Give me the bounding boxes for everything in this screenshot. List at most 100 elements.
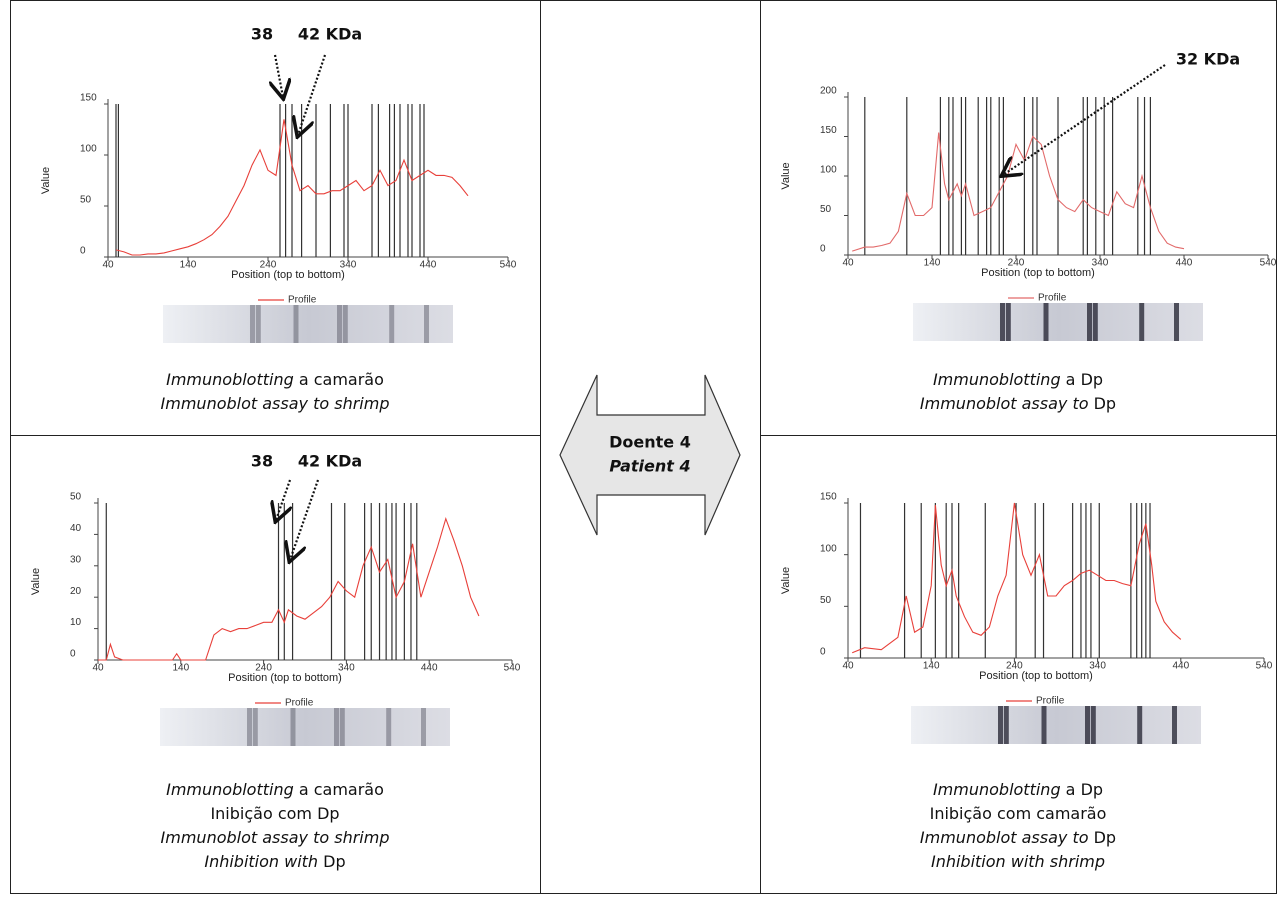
x-axis-label: Position (top to bottom): [228, 672, 342, 684]
y-tick-label: 0: [80, 246, 86, 257]
blot-band: [998, 706, 1003, 744]
annotation: 42 KDa: [298, 452, 362, 471]
legend-label: Profile: [1038, 293, 1067, 304]
annotation: 32 KDa: [1176, 50, 1240, 69]
blot-strip: [160, 708, 450, 746]
x-tick-label: 140: [923, 661, 940, 672]
y-tick-label: 50: [820, 595, 832, 606]
y-tick-label: 150: [820, 125, 837, 136]
blot-band: [1093, 303, 1098, 341]
legend-label: Profile: [285, 698, 314, 709]
blot-band: [253, 708, 258, 746]
caption-run: Immunoblotting: [166, 370, 294, 389]
blot-band: [1042, 706, 1047, 744]
annotation-arrow: [275, 55, 283, 97]
caption-run: Immunoblot assay to shrimp: [161, 828, 390, 847]
y-tick-label: 10: [70, 617, 82, 628]
caption-run: Inibição com Dp: [210, 804, 339, 823]
blot-band: [1087, 303, 1092, 341]
x-tick-label: 140: [180, 260, 197, 271]
x-tick-label: 140: [924, 258, 941, 269]
annotation-arrow: [1003, 65, 1165, 175]
caption-run: a Dp: [1061, 780, 1103, 799]
x-tick-label: 540: [1260, 258, 1277, 269]
y-tick-label: 40: [70, 523, 82, 534]
blot-strip: [163, 305, 453, 343]
caption-run: Immunoblot assay to: [920, 828, 1089, 847]
caption-run: Immunoblotting: [166, 780, 294, 799]
caption-run: Immunoblotting: [933, 370, 1061, 389]
double-arrow: [560, 375, 740, 535]
profile-line: [98, 519, 479, 660]
blot-band: [1091, 706, 1096, 744]
y-tick-label: 0: [820, 244, 826, 255]
caption-line: Immunoblotting a camarão: [166, 780, 384, 799]
blot-band: [294, 305, 299, 343]
center-label: Patient 4: [609, 457, 690, 476]
caption-line: Immunoblotting a Dp: [933, 370, 1103, 389]
blot-strip: [911, 706, 1201, 744]
y-axis-label: Value: [30, 568, 42, 595]
caption-line: Immunoblotting a camarão: [166, 370, 384, 389]
caption-run: Inibição com camarão: [930, 804, 1107, 823]
y-tick-label: 0: [70, 649, 76, 660]
blot-band: [1139, 303, 1144, 341]
caption-line: Inhibition with shrimp: [931, 852, 1105, 871]
y-tick-label: 100: [820, 543, 837, 554]
blot-band: [1044, 303, 1049, 341]
blot-band: [1000, 303, 1005, 341]
legend-label: Profile: [1036, 696, 1065, 707]
x-tick-label: 40: [92, 663, 104, 674]
caption-run: Immunoblotting: [933, 780, 1061, 799]
y-tick-label: 150: [820, 492, 837, 503]
x-axis-label: Position (top to bottom): [231, 269, 345, 281]
annotation-arrow: [290, 480, 318, 560]
y-tick-label: 100: [80, 144, 97, 155]
x-tick-label: 40: [842, 661, 854, 672]
x-axis-label: Position (top to bottom): [981, 267, 1095, 279]
x-tick-label: 440: [1172, 661, 1189, 672]
y-axis-label: Value: [40, 167, 52, 194]
blot-band: [250, 305, 255, 343]
y-tick-label: 100: [820, 165, 837, 176]
y-tick-label: 20: [70, 586, 82, 597]
x-tick-label: 440: [421, 663, 438, 674]
y-tick-label: 150: [80, 93, 97, 104]
caption-run: a camarão: [294, 780, 384, 799]
caption-line: Inhibition with Dp: [204, 852, 345, 871]
blot-band: [1006, 303, 1011, 341]
caption-run: Dp: [318, 852, 346, 871]
y-tick-label: 200: [820, 86, 837, 97]
x-axis-label: Position (top to bottom): [979, 670, 1093, 682]
blot-band: [1004, 706, 1009, 744]
blot-band: [247, 708, 252, 746]
x-tick-label: 540: [1256, 661, 1273, 672]
page: {"center":{"line1":"Doente 4","line2":"P…: [0, 0, 1277, 898]
blot-band: [291, 708, 296, 746]
x-tick-label: 440: [1176, 258, 1193, 269]
blot-band: [1174, 303, 1179, 341]
y-tick-label: 30: [70, 554, 82, 565]
caption-line: Inibição com camarão: [930, 804, 1107, 823]
x-tick-label: 40: [102, 260, 114, 271]
blot-band: [337, 305, 342, 343]
profile-line: [852, 133, 1184, 252]
center-label: Doente 4: [609, 433, 691, 452]
caption-run: a Dp: [1061, 370, 1103, 389]
y-axis-label: Value: [780, 162, 792, 189]
blot-band: [1172, 706, 1177, 744]
blot-band: [256, 305, 261, 343]
caption-run: Immunoblot assay to: [920, 394, 1089, 413]
blot-band: [334, 708, 339, 746]
blot-band: [424, 305, 429, 343]
x-tick-label: 140: [172, 663, 189, 674]
caption-run: a camarão: [294, 370, 384, 389]
blot-band: [389, 305, 394, 343]
caption-run: Dp: [1089, 828, 1117, 847]
blot-band: [340, 708, 345, 746]
y-tick-label: 0: [820, 647, 826, 658]
blot-strip: [913, 303, 1203, 341]
blot-band: [386, 708, 391, 746]
y-tick-label: 50: [70, 492, 82, 503]
annotation: 42 KDa: [298, 25, 362, 44]
